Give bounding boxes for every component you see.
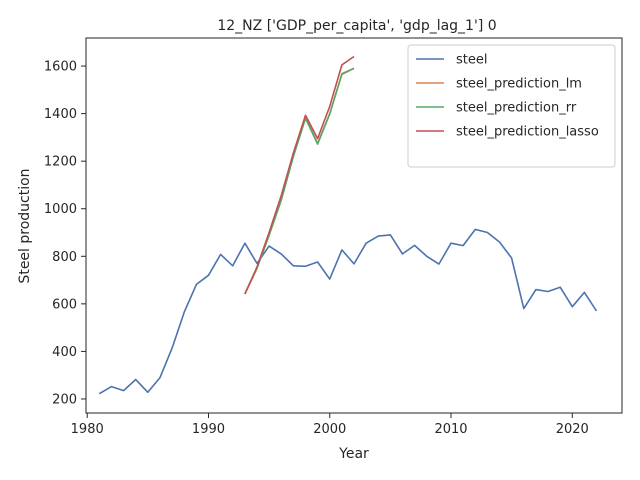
plot-frame <box>85 37 623 414</box>
y-tick-label-0: 200 <box>52 392 77 407</box>
y-tick-label-5: 1200 <box>44 155 77 170</box>
y-tick-label-1: 400 <box>52 345 77 360</box>
legend-box <box>407 44 616 168</box>
x-tick-label-2: 2000 <box>313 422 346 437</box>
y-tick-label-6: 1400 <box>44 107 77 122</box>
y-tick-label-3: 800 <box>52 250 77 265</box>
series-line-3 <box>244 55 355 295</box>
y-axis-label: Steel production <box>17 168 33 283</box>
x-tick-label-1: 1990 <box>192 422 225 437</box>
x-tick-label-3: 2010 <box>434 422 467 437</box>
legend: steel steel_prediction_lm steel_prediction… <box>407 44 616 168</box>
y-axis: 200 400 600 800 1000 1200 1400 1600 <box>44 60 86 407</box>
x-tick-label-4: 2020 <box>556 422 589 437</box>
legend-label-1: steel_prediction_lm <box>456 77 582 92</box>
x-tick-label-0: 1980 <box>71 422 104 437</box>
y-tick-label-2: 600 <box>52 297 77 312</box>
series-line-0 <box>98 228 598 395</box>
y-tick-label-7: 1600 <box>44 60 77 75</box>
legend-label-0: steel <box>456 53 487 68</box>
x-axis-label: Year <box>338 446 369 462</box>
y-tick-label-4: 1000 <box>44 202 77 217</box>
legend-label-2: steel_prediction_rr <box>456 101 577 116</box>
plot-area <box>98 55 598 395</box>
legend-label-3: steel_prediction_lasso <box>456 125 599 140</box>
x-axis: 1980 1990 2000 2010 2020 <box>71 413 589 437</box>
chart-title: 12_NZ ['GDP_per_capita', 'gdp_lag_1'] 0 <box>217 18 496 34</box>
